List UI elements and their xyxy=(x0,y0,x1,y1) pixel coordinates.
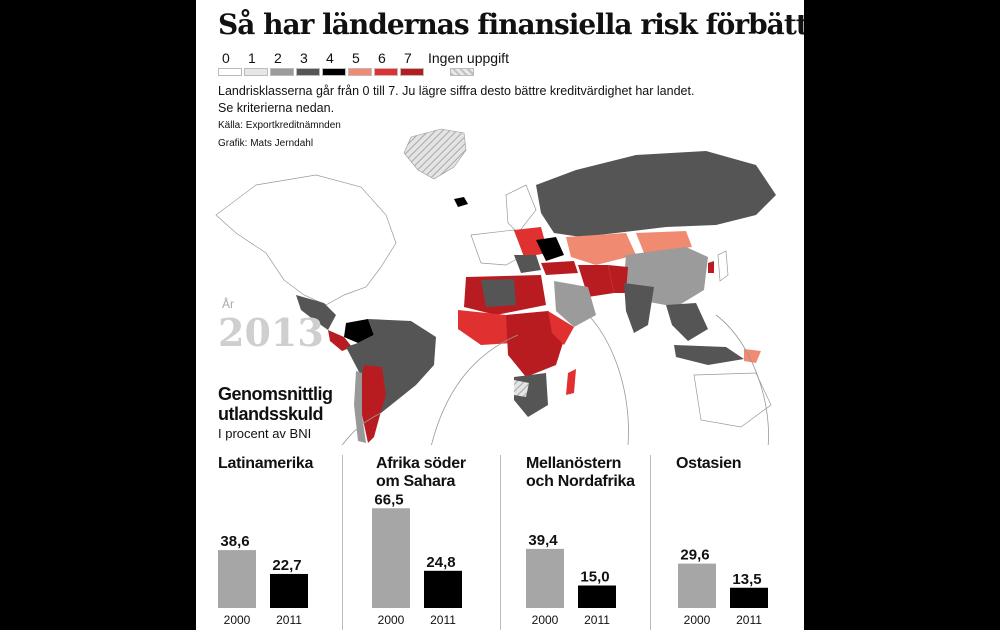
bar-category-label: 2000 xyxy=(532,613,559,627)
legend-label: 2 xyxy=(274,50,282,66)
divider xyxy=(650,455,651,630)
bar xyxy=(578,585,616,608)
greenland-shape xyxy=(403,128,467,180)
bar-value-label: 39,4 xyxy=(528,532,558,549)
page-title: Så har ländernas finansiella risk förbät… xyxy=(218,8,804,41)
divider xyxy=(500,455,501,630)
leader-line-mena xyxy=(563,294,629,445)
west-africa-shape xyxy=(458,310,514,345)
algeria-shape xyxy=(481,279,516,307)
infographic-panel: Så har ländernas finansiella risk förbät… xyxy=(196,0,804,630)
debt-chart-title: Genomsnittlig utlandsskuld xyxy=(218,384,333,424)
bar-value-label: 24,8 xyxy=(426,554,455,571)
year-value: 2013 xyxy=(218,310,324,355)
bar-value-label: 15,0 xyxy=(580,569,609,586)
bar-value-label: 13,5 xyxy=(732,571,761,588)
mongolia-shape xyxy=(636,231,692,253)
bar-category-label: 2000 xyxy=(378,613,405,627)
divider xyxy=(342,455,343,630)
chile-shape xyxy=(354,371,366,443)
legend-label: 4 xyxy=(326,50,334,66)
debt-bar-chart: 38,6 2000 22,7 2011 66,5 2000 24,8 2011 39,4 2000… xyxy=(218,491,768,627)
east-europe-shape xyxy=(514,227,548,257)
bar-category-label: 2011 xyxy=(736,613,762,627)
legend-swatch xyxy=(374,68,398,76)
year-label: År xyxy=(222,297,234,311)
legend-label: 6 xyxy=(378,50,386,66)
region-label-latin: Latinamerika xyxy=(218,455,314,472)
legend-swatch xyxy=(400,68,424,76)
legend-no-data-label: Ingen uppgift xyxy=(428,50,509,66)
turkey-shape xyxy=(541,261,578,275)
bar-category-label: 2011 xyxy=(430,613,456,627)
bar xyxy=(678,563,716,608)
india-shape xyxy=(624,283,654,333)
region-label-mena-2: och Nordafrika xyxy=(526,473,635,490)
horn-africa-shape xyxy=(548,311,574,345)
bar-value-label: 38,6 xyxy=(220,533,249,550)
region-label-east-asia: Ostasien xyxy=(676,455,742,472)
bar xyxy=(730,587,768,608)
region-label-mena-1: Mellanöstern xyxy=(526,455,622,472)
legend-swatch xyxy=(218,68,242,76)
balkans-shape xyxy=(514,255,541,273)
pakistan-shape xyxy=(608,265,628,293)
debt-chart-subtitle: I procent av BNI xyxy=(218,426,312,441)
korea-shape xyxy=(708,261,714,273)
bar-value-label: 29,6 xyxy=(680,547,709,564)
bar xyxy=(270,573,308,608)
legend-swatch xyxy=(270,68,294,76)
kazakhstan-shape xyxy=(566,233,636,265)
bar-category-label: 2000 xyxy=(684,613,711,627)
leader-line-africa xyxy=(431,334,519,445)
southeast-asia-shape xyxy=(666,303,708,341)
bar-value-label: 66,5 xyxy=(374,491,403,508)
north-america-shape xyxy=(215,174,397,306)
bar xyxy=(424,570,462,608)
bar-category-label: 2011 xyxy=(276,613,302,627)
bar-value-label: 22,7 xyxy=(272,557,301,574)
legend-label: 0 xyxy=(222,50,230,66)
indonesia-shape xyxy=(674,345,744,365)
japan-shape xyxy=(717,250,729,282)
colombia-shape xyxy=(344,319,374,343)
legend-swatch xyxy=(296,68,320,76)
credit-label: Grafik: Mats Jerndahl xyxy=(218,138,314,149)
legend-label: 5 xyxy=(352,50,360,66)
australia-shape xyxy=(693,372,772,428)
ukraine-shape xyxy=(536,237,564,261)
legend-label: 1 xyxy=(248,50,256,66)
legend-swatch xyxy=(244,68,268,76)
iceland-shape xyxy=(454,197,468,207)
legend-label: 7 xyxy=(404,50,412,66)
leader-line-latin xyxy=(341,412,382,445)
bar-category-label: 2011 xyxy=(584,613,610,627)
region-label-africa-1: Afrika söder xyxy=(376,455,466,472)
bar xyxy=(218,550,256,608)
arabia-shape xyxy=(554,281,596,327)
central-america-shape xyxy=(328,330,352,351)
legend: 0 1 2 3 4 5 6 7 xyxy=(218,50,518,66)
bar xyxy=(372,508,410,608)
legend-label: 3 xyxy=(300,50,308,66)
region-label-africa-2: om Sahara xyxy=(376,473,456,490)
scandinavia-shape xyxy=(505,184,537,234)
leader-line-asia xyxy=(715,314,769,445)
west-europe-shape xyxy=(470,229,525,266)
source-label: Källa: Exportkreditnämnden xyxy=(218,120,341,131)
argentina-shape xyxy=(360,365,386,443)
mexico-shape xyxy=(296,295,336,330)
description-line-1: Landrisklasserna går från 0 till 7. Ju l… xyxy=(218,84,695,98)
legend-swatch-no-data xyxy=(450,68,474,76)
legend-swatch xyxy=(322,68,346,76)
madagascar-shape xyxy=(566,369,576,395)
south-africa-hatch-shape xyxy=(514,380,529,397)
russia-shape xyxy=(536,151,776,237)
description-line-2: Se kriterierna nedan. xyxy=(218,101,335,115)
legend-swatch xyxy=(348,68,372,76)
bar xyxy=(526,548,564,608)
bar-category-label: 2000 xyxy=(224,613,251,627)
world-risk-map xyxy=(215,128,776,445)
png-shape xyxy=(744,349,761,363)
